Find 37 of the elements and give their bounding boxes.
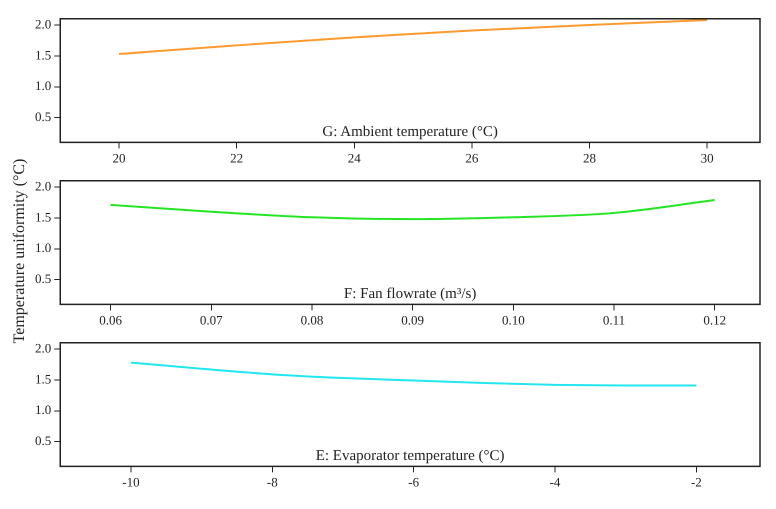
y-tick-label: 0.5 (35, 109, 52, 124)
x-tick-label: -2 (690, 474, 702, 490)
y-tick-label: 1.5 (35, 209, 52, 224)
y-tick-label: 1.5 (35, 47, 52, 62)
x-tick-label: -8 (266, 474, 278, 490)
y-tick-label: 0.5 (35, 433, 52, 448)
y-tick-label: 1.5 (35, 371, 52, 386)
y-tick-label: 1.0 (35, 240, 52, 256)
x-tick-label: 24 (348, 150, 362, 166)
line-series (118, 19, 708, 56)
x-tick-label: 20 (112, 150, 126, 166)
x-axis-title: E: Evaporator temperature (°C) (316, 448, 505, 464)
x-tick-label: 22 (230, 150, 244, 166)
x-axis-title: F: Fan flowrate (m³/s) (344, 286, 476, 302)
y-tick-label: 1.0 (35, 402, 52, 418)
x-tick-label: 0.10 (502, 312, 525, 328)
y-tick-label: 0.5 (35, 271, 52, 286)
y-tick-label: 2.0 (35, 16, 52, 32)
x-tick-label: -10 (122, 474, 140, 490)
x-tick-label: -4 (550, 474, 561, 490)
x-tick-label: 0.12 (703, 312, 726, 328)
x-tick-label: 0.11 (602, 312, 626, 328)
x-tick-label: 26 (465, 150, 479, 166)
line-series (130, 362, 698, 386)
y-tick-label: 2.0 (35, 340, 52, 356)
y-tick-label: 2.0 (35, 178, 52, 194)
x-axis-title: G: Ambient temperature (°C) (322, 124, 498, 140)
line-series (110, 198, 716, 220)
x-tick-label: 30 (700, 150, 714, 166)
x-tick-label: 28 (582, 150, 596, 166)
y-axis-title: Temperature uniformity (°C) (11, 158, 29, 344)
x-tick-label: -6 (408, 474, 420, 490)
x-tick-label: 0.08 (300, 312, 324, 328)
y-tick-label: 1.0 (35, 78, 52, 94)
x-tick-label: 0.07 (200, 312, 224, 328)
x-tick-label: 0.06 (99, 312, 122, 328)
x-tick-label: 0.09 (401, 312, 424, 328)
